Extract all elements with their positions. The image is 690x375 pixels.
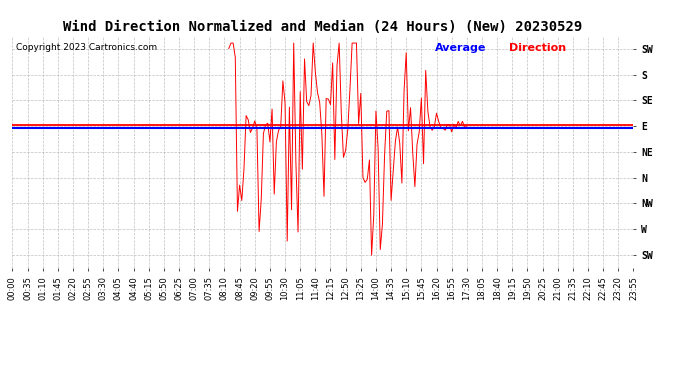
Text: Average: Average [435,43,486,52]
Title: Wind Direction Normalized and Median (24 Hours) (New) 20230529: Wind Direction Normalized and Median (24… [63,21,582,34]
Text: Direction: Direction [509,43,566,52]
Text: Copyright 2023 Cartronics.com: Copyright 2023 Cartronics.com [15,43,157,52]
